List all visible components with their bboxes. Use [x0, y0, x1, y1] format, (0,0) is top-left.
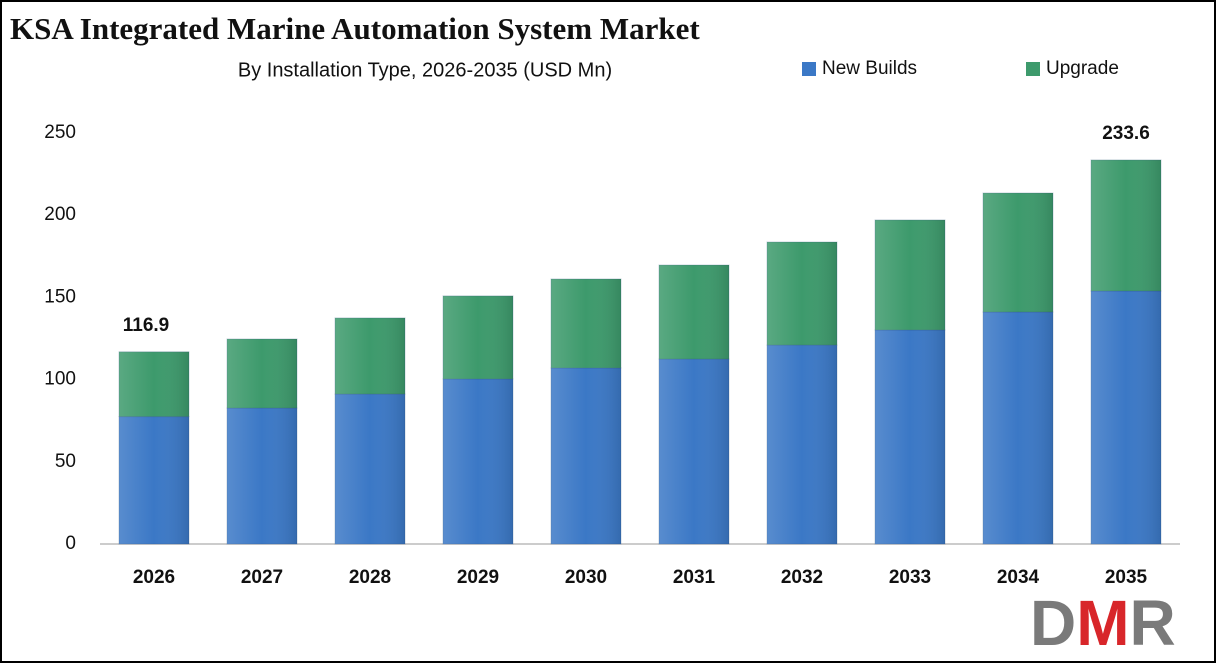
x-tick-label: 2033	[889, 567, 931, 588]
bar-shade	[227, 338, 297, 409]
y-tick-label: 250	[44, 122, 76, 143]
bar-shade	[983, 312, 1053, 544]
x-tick-label: 2030	[565, 567, 607, 588]
x-tick-label: 2027	[241, 567, 283, 588]
bar-shade	[1091, 159, 1161, 291]
bar-shade	[551, 278, 621, 368]
logo: DMR	[1030, 587, 1176, 659]
bar-shade	[983, 193, 1053, 313]
bar-shade	[551, 367, 621, 544]
bar-shade	[767, 345, 837, 544]
y-tick-label: 200	[44, 204, 76, 225]
bar-shade	[875, 329, 945, 544]
bar-shade	[119, 416, 189, 544]
bar-shade	[875, 219, 945, 330]
y-tick-label: 0	[65, 533, 76, 554]
total-label: 116.9	[123, 315, 170, 336]
chart-title: KSA Integrated Marine Automation System …	[10, 11, 700, 46]
legend-swatch	[802, 62, 816, 76]
x-tick-label: 2029	[457, 567, 499, 588]
bar-shade	[335, 317, 405, 395]
x-tick-label: 2031	[673, 567, 716, 588]
bar-shade	[443, 295, 513, 379]
x-tick-label: 2028	[349, 567, 391, 588]
bar-shade	[443, 378, 513, 544]
bar-shade	[1091, 290, 1161, 544]
x-tick-label: 2035	[1105, 567, 1148, 588]
y-tick-label: 100	[44, 369, 76, 390]
total-label: 233.6	[1102, 123, 1150, 144]
bar-shade	[659, 359, 729, 544]
y-tick-label: 150	[44, 286, 76, 307]
chart-subtitle: By Installation Type, 2026-2035 (USD Mn)	[238, 59, 612, 81]
x-tick-label: 2026	[133, 567, 175, 588]
x-tick-label: 2032	[781, 567, 823, 588]
legend-label: New Builds	[822, 58, 917, 79]
x-tick-label: 2034	[997, 567, 1040, 588]
bar-shade	[659, 265, 729, 360]
bar-shade	[119, 351, 189, 417]
bar-shade	[335, 394, 405, 544]
bar-shade	[227, 408, 297, 544]
bar-shade	[767, 241, 837, 346]
legend-swatch	[1026, 62, 1040, 76]
y-tick-label: 50	[55, 451, 76, 472]
legend-label: Upgrade	[1046, 58, 1119, 79]
